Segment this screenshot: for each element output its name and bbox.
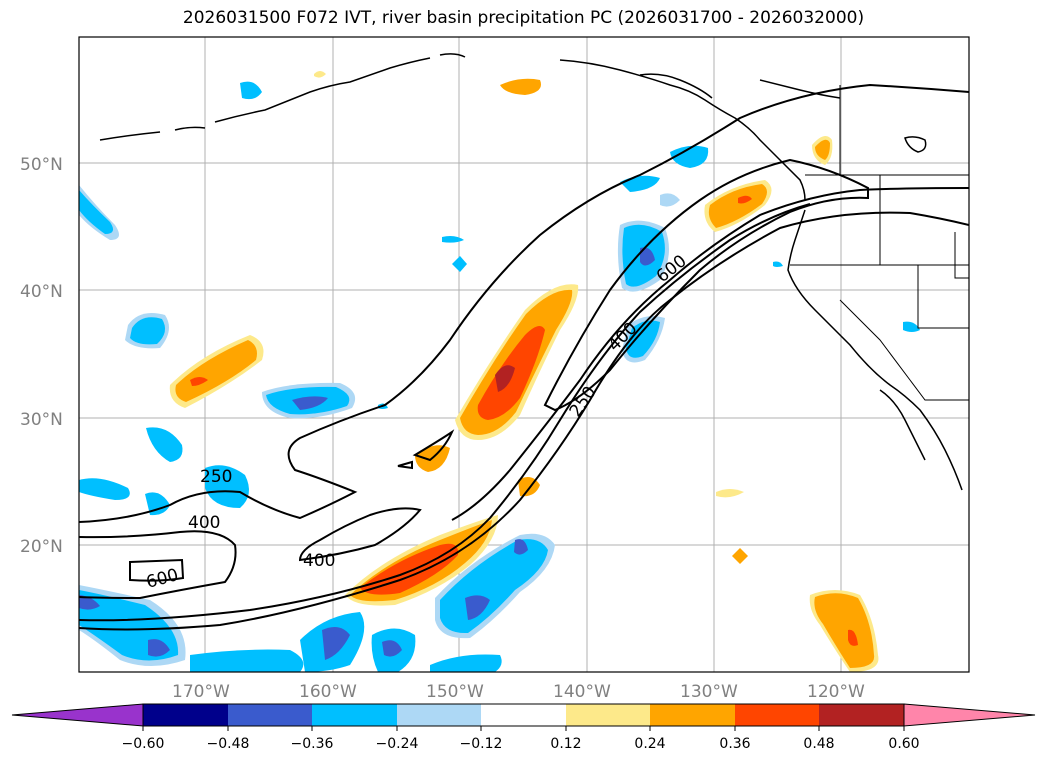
coastlines — [99, 53, 963, 491]
contour-600-b — [543, 158, 869, 412]
colorbar: −0.60 −0.48 −0.36 −0.24 −0.12 0.12 0.24 … — [11, 703, 1036, 752]
colorbar-segment — [481, 704, 566, 726]
contour-250-outer — [79, 83, 969, 523]
lat-label: 40°N — [20, 282, 63, 302]
contour-400-ambient — [298, 507, 422, 562]
colorbar-extend-low — [11, 703, 144, 727]
contour-label: 400 — [188, 513, 220, 533]
negative-precip-patches — [79, 81, 920, 672]
positive-precip-patches — [169, 71, 879, 672]
colorbar-segment — [566, 704, 650, 726]
lon-label: 140°W — [553, 682, 611, 702]
colorbar-tick-label: 0.48 — [803, 736, 834, 752]
contour-600-a — [129, 558, 185, 582]
lat-label: 50°N — [20, 155, 63, 175]
colorbar-tick-label: 0.24 — [634, 736, 665, 752]
colorbar-tick-label: −0.60 — [122, 736, 165, 752]
lat-label: 20°N — [20, 537, 63, 557]
contour-400-outer — [79, 530, 237, 600]
colorbar-extend-high — [903, 703, 1036, 727]
contour-sliver — [412, 429, 455, 462]
colorbar-segment — [397, 704, 481, 726]
gridlines — [79, 37, 969, 672]
colorbar-segment — [312, 704, 397, 726]
colorbar-segment — [650, 704, 735, 726]
colorbar-tick-label: −0.36 — [291, 736, 334, 752]
contour-label: 400 — [303, 551, 335, 571]
lon-label: 160°W — [299, 682, 357, 702]
colorbar-tick-label: 0.60 — [888, 736, 919, 752]
ivt-contours — [79, 83, 969, 631]
lon-label: 130°W — [680, 682, 738, 702]
longitude-labels: 170°W 160°W 150°W 140°W 130°W 120°W — [172, 682, 865, 702]
colorbar-tick-label: −0.48 — [207, 736, 250, 752]
plot-title: 2026031500 F072 IVT, river basin precipi… — [182, 8, 865, 28]
contour-label: 250 — [200, 467, 232, 487]
colorbar-segment — [143, 704, 228, 726]
colorbar-tick-label: 0.36 — [719, 736, 750, 752]
contour-400-south — [79, 203, 811, 622]
lat-label: 30°N — [20, 410, 63, 430]
map-frame — [78, 36, 970, 673]
contour-250-inner — [79, 211, 969, 631]
colorbar-tick-label: −0.12 — [460, 736, 503, 752]
latitude-labels: 50°N 40°N 30°N 20°N — [20, 155, 63, 557]
lon-label: 170°W — [172, 682, 230, 702]
colorbar-segment — [735, 704, 819, 726]
colorbar-segment — [228, 704, 312, 726]
lon-label: 150°W — [426, 682, 484, 702]
colorbar-segment — [819, 704, 904, 726]
lon-label: 120°W — [807, 682, 865, 702]
contour-400-main — [451, 187, 969, 521]
colorbar-tick-label: 0.12 — [550, 736, 581, 752]
colorbar-tick-label: −0.24 — [376, 736, 419, 752]
